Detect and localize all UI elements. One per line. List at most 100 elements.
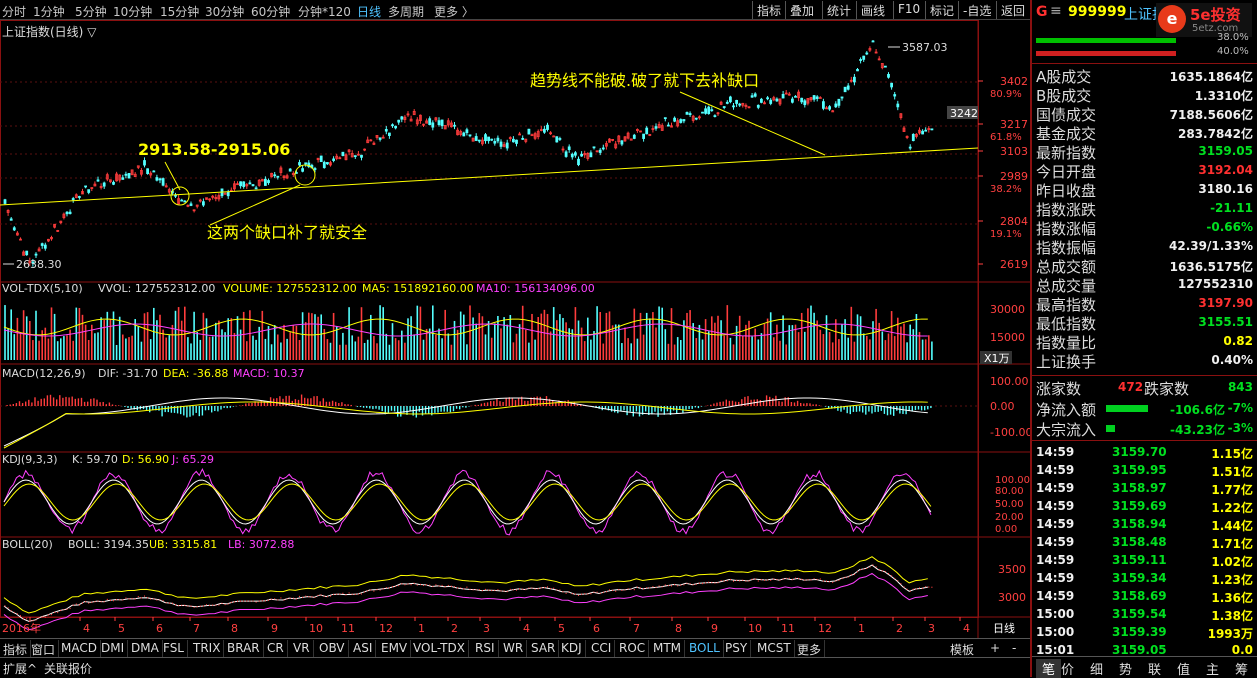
timeframe-5[interactable]: 30分钟 (205, 5, 245, 19)
kdj-j-line (3, 468, 932, 536)
price-axis-label: 2989 (1000, 170, 1028, 183)
timeframe-2[interactable]: 5分钟 (75, 5, 107, 19)
toolbar-button-1[interactable]: 叠加 (785, 1, 818, 19)
indicator-tab-21[interactable]: BOLL (686, 640, 724, 657)
toolbar-button-3[interactable]: 画线 (856, 1, 889, 19)
candle (784, 92, 788, 95)
quote-tab-0[interactable]: 笔 (1036, 659, 1062, 678)
quote-tab-2[interactable]: 细 (1090, 663, 1104, 678)
candle (59, 220, 63, 224)
expand-button[interactable]: 扩展^ (3, 662, 38, 676)
candle (626, 132, 630, 139)
toolbar-button-7[interactable]: 返回 (996, 1, 1029, 19)
quote-tab-5[interactable]: 值 (1177, 663, 1191, 678)
candle (449, 122, 453, 128)
minus-icon[interactable]: - (1012, 641, 1017, 655)
tick-price: 3159.39 (1112, 625, 1167, 639)
candle (707, 106, 711, 115)
candle (738, 103, 742, 106)
toolbar-button-2[interactable]: 统计 (822, 1, 855, 19)
indicator-tab-24[interactable]: 更多 (794, 640, 826, 657)
price-axis-label: 3402 (1000, 75, 1028, 88)
quote-tab-6[interactable]: 主 (1206, 663, 1220, 678)
indicator-tab-23[interactable]: MCST (754, 640, 795, 657)
indicator-tab-10[interactable]: OBV (316, 640, 349, 657)
candle (760, 98, 763, 103)
candle (530, 134, 534, 137)
kdj-k: K: 59.70 (72, 453, 118, 466)
timeframe-1[interactable]: 1分钟 (33, 5, 65, 19)
candle (552, 135, 556, 138)
kline-chart-svg[interactable]: 340280.9%321761.8%3103298938.2%280419.1%… (0, 20, 1030, 638)
quote-tab-7[interactable]: 筹 (1235, 663, 1249, 678)
timeframe-4[interactable]: 15分钟 (160, 5, 200, 19)
template-button[interactable]: 模板 (950, 643, 975, 657)
candle (440, 119, 444, 127)
indicator-tab-7[interactable]: BRAR (224, 640, 264, 657)
candle (663, 117, 667, 120)
kdj-axis-label: 20.00 (995, 512, 1024, 523)
timeframe-3[interactable]: 10分钟 (113, 5, 153, 19)
candle (865, 52, 869, 55)
indicator-tab-1[interactable]: 窗口 (28, 640, 60, 657)
quote-tab-3[interactable]: 势 (1119, 663, 1133, 678)
candle (369, 139, 373, 142)
add-icon[interactable]: + (990, 641, 1001, 655)
candle (437, 120, 441, 126)
chart-area: 3402 80.9% 3217 61.8% 3103 2989 38.2% 2804 19.1%… (0, 20, 1030, 657)
indicator-tab-13[interactable]: VOL-TDX (410, 640, 469, 657)
indicator-tab-18[interactable]: CCI (588, 640, 616, 657)
candle (276, 175, 280, 178)
indicator-tab-8[interactable]: CR (264, 640, 288, 657)
month-label: 2016年 (2, 621, 41, 635)
tick-volume: 1.38亿 (1211, 609, 1253, 623)
timeframe-8[interactable]: 日线 (357, 5, 382, 19)
indicator-tab-22[interactable]: PSY (722, 640, 752, 657)
indicator-tab-16[interactable]: SAR (528, 640, 560, 657)
candle (583, 153, 587, 156)
quote-tab-4[interactable]: 联 (1148, 663, 1162, 678)
indicator-tab-3[interactable]: DMI (98, 640, 129, 657)
timeframe-7[interactable]: 分钟*120 (298, 5, 351, 19)
tick-time: 15:00 (1036, 607, 1075, 621)
indicator-tab-17[interactable]: KDJ (558, 640, 586, 657)
candle (232, 183, 236, 190)
related-quote-button[interactable]: 关联报价 (44, 662, 93, 676)
toolbar-button-4[interactable]: F10 (893, 1, 924, 19)
quote-tab-1[interactable]: 价 (1061, 663, 1075, 678)
candle (139, 170, 143, 175)
indicator-tab-6[interactable]: TRIX (190, 640, 225, 657)
candle (911, 133, 915, 142)
macd-dif: DIF: -31.70 (98, 367, 158, 380)
menu-icon[interactable]: ≡ (1050, 3, 1062, 19)
timeframe-9[interactable]: 多周期 (388, 5, 425, 19)
candle (791, 98, 794, 103)
indicator-tab-14[interactable]: RSI (472, 640, 499, 657)
toolbar-button-0[interactable]: 指标 (752, 1, 785, 19)
timeframe-0[interactable]: 分时 (2, 5, 27, 19)
indicator-tab-9[interactable]: VR (290, 640, 314, 657)
indicator-tab-5[interactable]: FSL (160, 640, 188, 657)
candle (251, 184, 255, 187)
candle (667, 124, 670, 127)
timeframe-10[interactable]: 更多 〉 (434, 5, 474, 19)
indicator-tab-2[interactable]: MACD (58, 640, 101, 657)
toolbar-button-6[interactable]: -自选 (958, 1, 995, 19)
candle (859, 59, 862, 61)
candle (679, 119, 683, 123)
indicator-tab-20[interactable]: MTM (650, 640, 686, 657)
price-axis-label: 2804 (1000, 215, 1028, 228)
indicator-tab-19[interactable]: ROC (616, 640, 650, 657)
candle (319, 155, 323, 163)
indicator-tab-4[interactable]: DMA (128, 640, 163, 657)
indicator-tab-0[interactable]: 指标 (0, 640, 32, 657)
toolbar-button-5[interactable]: 标记 (925, 1, 958, 19)
candle (527, 128, 531, 135)
indicator-tab-15[interactable]: WR (500, 640, 528, 657)
quote-row: 指数量比 0.82 (1034, 332, 1257, 352)
indicator-tab-12[interactable]: EMV (378, 640, 412, 657)
candle (543, 128, 546, 133)
candle (682, 119, 686, 122)
indicator-tab-11[interactable]: ASI (350, 640, 377, 657)
timeframe-6[interactable]: 60分钟 (251, 5, 291, 19)
